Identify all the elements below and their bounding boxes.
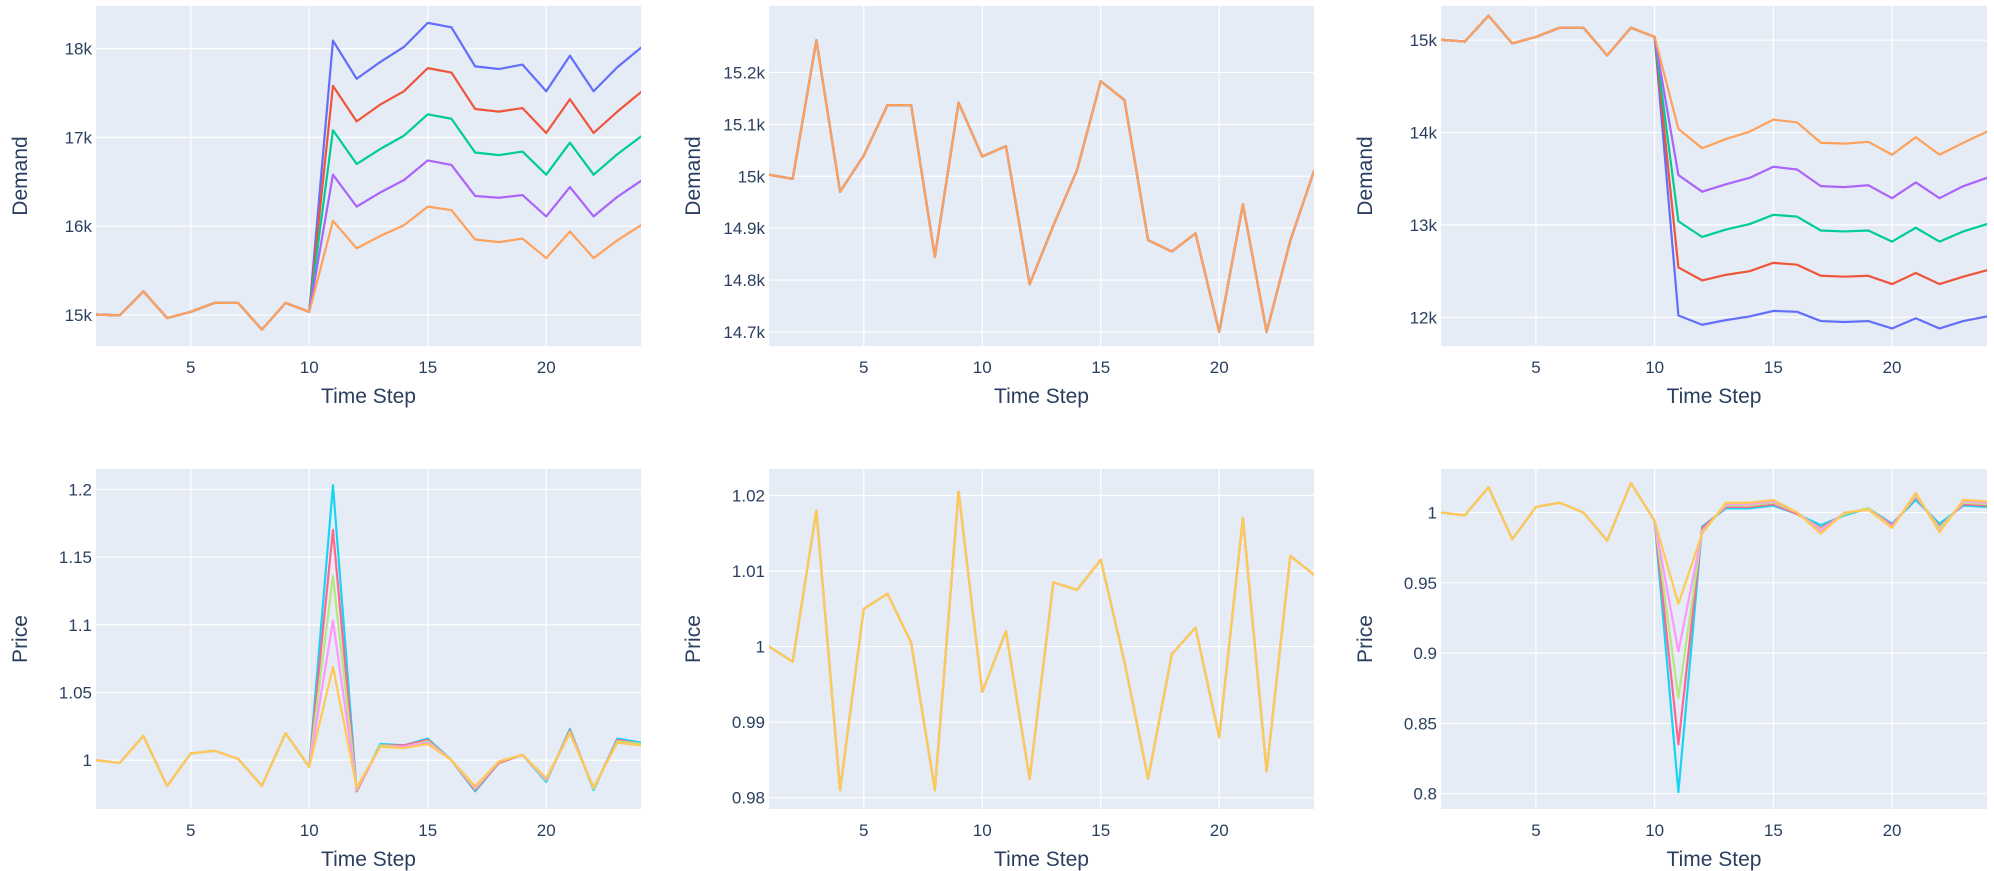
y-tick-label: 14.7k (723, 323, 765, 342)
x-tick-label: 15 (418, 358, 437, 377)
x-tick-label: 5 (186, 358, 195, 377)
x-tick-label: 10 (300, 358, 319, 377)
x-tick-label: 10 (973, 358, 992, 377)
y-tick-label: 1 (83, 751, 92, 770)
series-line-5 (769, 490, 1314, 792)
x-axis-title: Time Step (321, 385, 416, 408)
x-tick-label: 20 (1210, 821, 1229, 840)
x-tick-label: 5 (1531, 358, 1540, 377)
series-lines (96, 21, 641, 331)
x-tick-label: 20 (537, 821, 556, 840)
y-tick-label: 14k (1410, 124, 1438, 143)
x-axis-title: Time Step (1667, 385, 1762, 408)
series-line-5 (1441, 14, 1987, 156)
x-axis-title: Time Step (994, 385, 1089, 408)
y-tick-label: 1 (756, 638, 765, 657)
series-lines (1441, 481, 1987, 794)
y-tick-label: 15.2k (723, 63, 765, 82)
series-lines (769, 490, 1314, 792)
y-tick-label: 14.8k (723, 271, 765, 290)
series-line-5 (1441, 481, 1987, 605)
y-tick-label: 1.02 (732, 486, 765, 505)
x-tick-label: 20 (1883, 821, 1902, 840)
x-axis-title: Time Step (1667, 848, 1762, 871)
x-axis-title: Time Step (994, 848, 1089, 871)
y-tick-label: 14.9k (723, 219, 765, 238)
chart-panel-1: 5 10 15 20 15k 16k 17k 18k Time Step Demand (9, 6, 641, 408)
x-tick-label: 10 (973, 821, 992, 840)
plot-background (96, 6, 641, 346)
y-tick-label: 0.95 (1404, 574, 1437, 593)
y-tick-label: 15k (738, 167, 766, 186)
y-tick-label: 1.1 (68, 616, 92, 635)
series-line-5 (96, 205, 641, 331)
series-line-5 (96, 665, 641, 789)
x-tick-label: 15 (1764, 821, 1783, 840)
y-axis-title: Price (1354, 615, 1377, 663)
x-axis-title: Time Step (321, 848, 416, 871)
x-tick-label: 15 (418, 821, 437, 840)
plot-background (1441, 6, 1987, 346)
y-axis-title: Demand (682, 136, 705, 215)
x-tick-label: 5 (859, 358, 868, 377)
plot-background (1441, 469, 1987, 809)
x-tick-label: 5 (1531, 821, 1540, 840)
y-tick-label: 0.9 (1413, 644, 1437, 663)
x-tick-label: 5 (859, 821, 868, 840)
plot-background (769, 469, 1314, 809)
y-tick-label: 1.2 (68, 480, 92, 499)
x-tick-label: 10 (1645, 358, 1664, 377)
y-tick-label: 0.85 (1404, 714, 1437, 733)
chart-panel-4: 5 10 15 20 1 1.05 1.1 1.15 1.2 Time Step Price (9, 469, 641, 871)
series-lines (769, 39, 1314, 334)
y-axis-title: Price (682, 615, 705, 663)
y-tick-label: 0.99 (732, 713, 765, 732)
series-lines (96, 484, 641, 793)
chart-panel-3: 5 10 15 20 12k 13k 14k 15k Time Step Demand (1354, 6, 1987, 408)
x-tick-label: 15 (1091, 358, 1110, 377)
x-tick-label: 20 (1883, 358, 1902, 377)
chart-panel-5: 5 10 15 20 0.98 0.99 1 1.01 1.02 Time Step Price (682, 469, 1314, 871)
y-tick-label: 15.1k (723, 115, 765, 134)
plot-background (96, 469, 641, 809)
y-tick-label: 15k (1410, 31, 1438, 50)
x-tick-label: 15 (1764, 358, 1783, 377)
y-axis-title: Demand (9, 136, 32, 215)
x-tick-label: 10 (300, 821, 319, 840)
y-tick-label: 16k (65, 217, 93, 236)
series-lines (1441, 14, 1987, 330)
series-line-5 (769, 39, 1314, 334)
x-tick-label: 10 (1645, 821, 1664, 840)
y-tick-label: 12k (1410, 308, 1438, 327)
y-tick-label: 0.98 (732, 789, 765, 808)
y-tick-label: 1.01 (732, 562, 765, 581)
y-tick-label: 13k (1410, 216, 1438, 235)
x-tick-label: 20 (1210, 358, 1229, 377)
y-tick-label: 17k (65, 128, 93, 147)
y-tick-label: 1.05 (59, 684, 92, 703)
y-tick-label: 0.8 (1413, 785, 1437, 804)
y-axis-title: Price (9, 615, 32, 663)
chart-panel-2: 5 10 15 20 14.7k 14.8k 14.9k 15k 15.1k 15.2k Time … (682, 6, 1314, 408)
x-tick-label: 5 (186, 821, 195, 840)
x-tick-label: 20 (537, 358, 556, 377)
y-axis-title: Demand (1354, 136, 1377, 215)
y-tick-label: 1.15 (59, 548, 92, 567)
chart-panel-6: 5 10 15 20 0.8 0.85 0.9 0.95 1 Time Step Price (1354, 469, 1987, 871)
x-tick-label: 15 (1091, 821, 1110, 840)
y-tick-label: 18k (65, 40, 93, 59)
y-tick-label: 15k (65, 306, 93, 325)
y-tick-label: 1 (1428, 504, 1437, 523)
